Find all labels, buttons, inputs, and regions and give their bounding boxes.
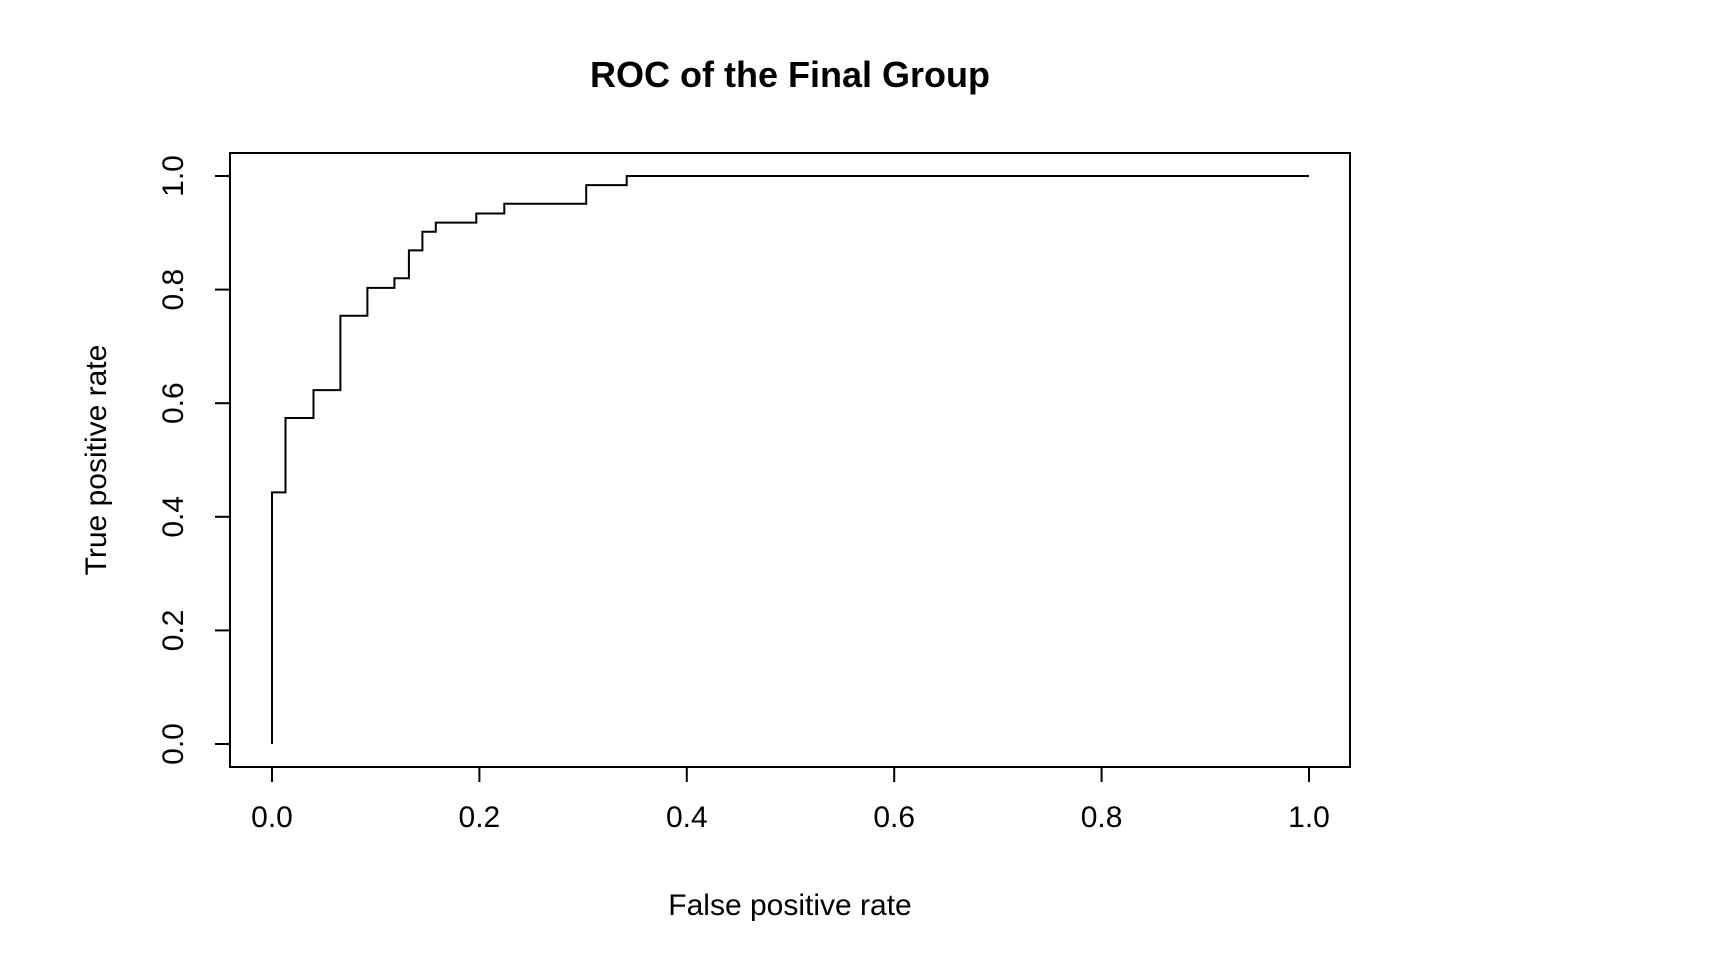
x-axis-label: False positive rate [668, 889, 911, 922]
x-tick-label: 1.0 [1288, 801, 1330, 834]
x-tick-label: 0.8 [1081, 801, 1123, 834]
y-tick-label: 0.2 [157, 610, 190, 652]
chart-title: ROC of the Final Group [590, 54, 990, 95]
plot-frame [229, 152, 1351, 768]
y-tick-label: 0.6 [157, 382, 190, 424]
x-tick-label: 0.6 [873, 801, 915, 834]
x-axis: 0.0 0.2 0.4 0.6 0.8 1.0 [251, 767, 1330, 834]
y-tick-label: 0.4 [157, 496, 190, 538]
x-tick-label: 0.4 [666, 801, 708, 834]
y-tick-label: 0.8 [157, 269, 190, 311]
y-tick-label: 1.0 [157, 155, 190, 197]
x-tick-label: 0.2 [459, 801, 501, 834]
roc-curve-line [271, 175, 1309, 744]
x-tick-label: 0.0 [251, 801, 293, 834]
y-axis: 0.0 0.2 0.4 0.6 0.8 1.0 [157, 155, 230, 765]
y-axis-label: True positive rate [80, 345, 113, 576]
y-tick-label: 0.0 [157, 723, 190, 765]
